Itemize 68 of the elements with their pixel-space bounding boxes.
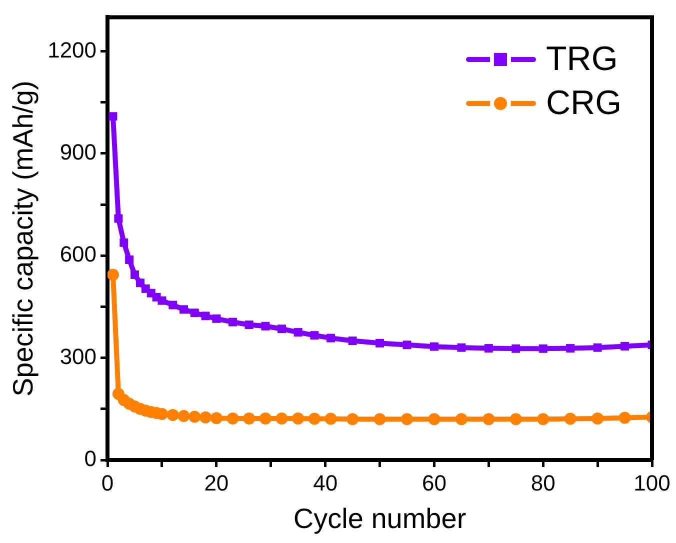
point [158,296,166,305]
point [593,343,602,352]
point [278,324,286,334]
point [244,320,254,330]
point [228,318,238,326]
point [259,412,272,424]
point [125,255,134,264]
point [188,410,201,423]
point [482,413,495,426]
point [168,300,178,310]
x-tick-label: 20 [204,470,229,496]
point [374,413,386,426]
point [292,412,304,424]
point [402,340,412,350]
point [620,342,630,350]
x-tick-label: 40 [313,470,338,496]
point [592,412,604,424]
point [326,334,336,342]
point [455,413,468,426]
point [226,412,239,424]
point [201,312,210,320]
point [200,411,212,424]
y-tick-label: 0 [84,446,97,472]
point [308,412,320,425]
point [120,238,128,247]
point [178,410,190,422]
point [428,413,440,426]
point [294,328,302,337]
point [566,344,575,353]
y-tick-label: 300 [60,344,97,369]
point [400,413,413,426]
y-tick-label: 1200 [48,37,97,62]
point [510,413,522,426]
point [130,270,140,279]
x-tick-label: 100 [634,470,670,496]
point [537,413,550,426]
point [212,314,221,323]
legend-label: TRG [546,39,618,80]
point [310,331,319,340]
x-tick-label: 60 [422,470,446,496]
point [190,308,199,318]
x-axis-title: Cycle number [293,502,466,534]
point [484,344,493,353]
point [261,322,270,330]
point [430,342,438,351]
point [243,412,256,424]
point [108,112,118,121]
point [210,412,222,424]
y-tick-label: 600 [60,242,97,267]
point [276,412,288,424]
point [114,214,123,223]
x-tick-label: 0 [101,470,114,496]
point [618,412,631,424]
point [457,343,466,352]
point [346,413,359,426]
point [376,338,384,348]
point [538,344,548,353]
point [348,336,357,346]
point [166,409,179,422]
point [180,305,188,314]
point [324,412,337,425]
y-tick-label: 900 [60,140,97,165]
y-axis-title: Specific capacity (mAh/g) [8,80,39,397]
point [108,268,119,281]
x-tick-label: 80 [530,470,556,496]
point [564,412,576,425]
point [512,344,520,353]
legend-label: CRG [546,83,622,124]
